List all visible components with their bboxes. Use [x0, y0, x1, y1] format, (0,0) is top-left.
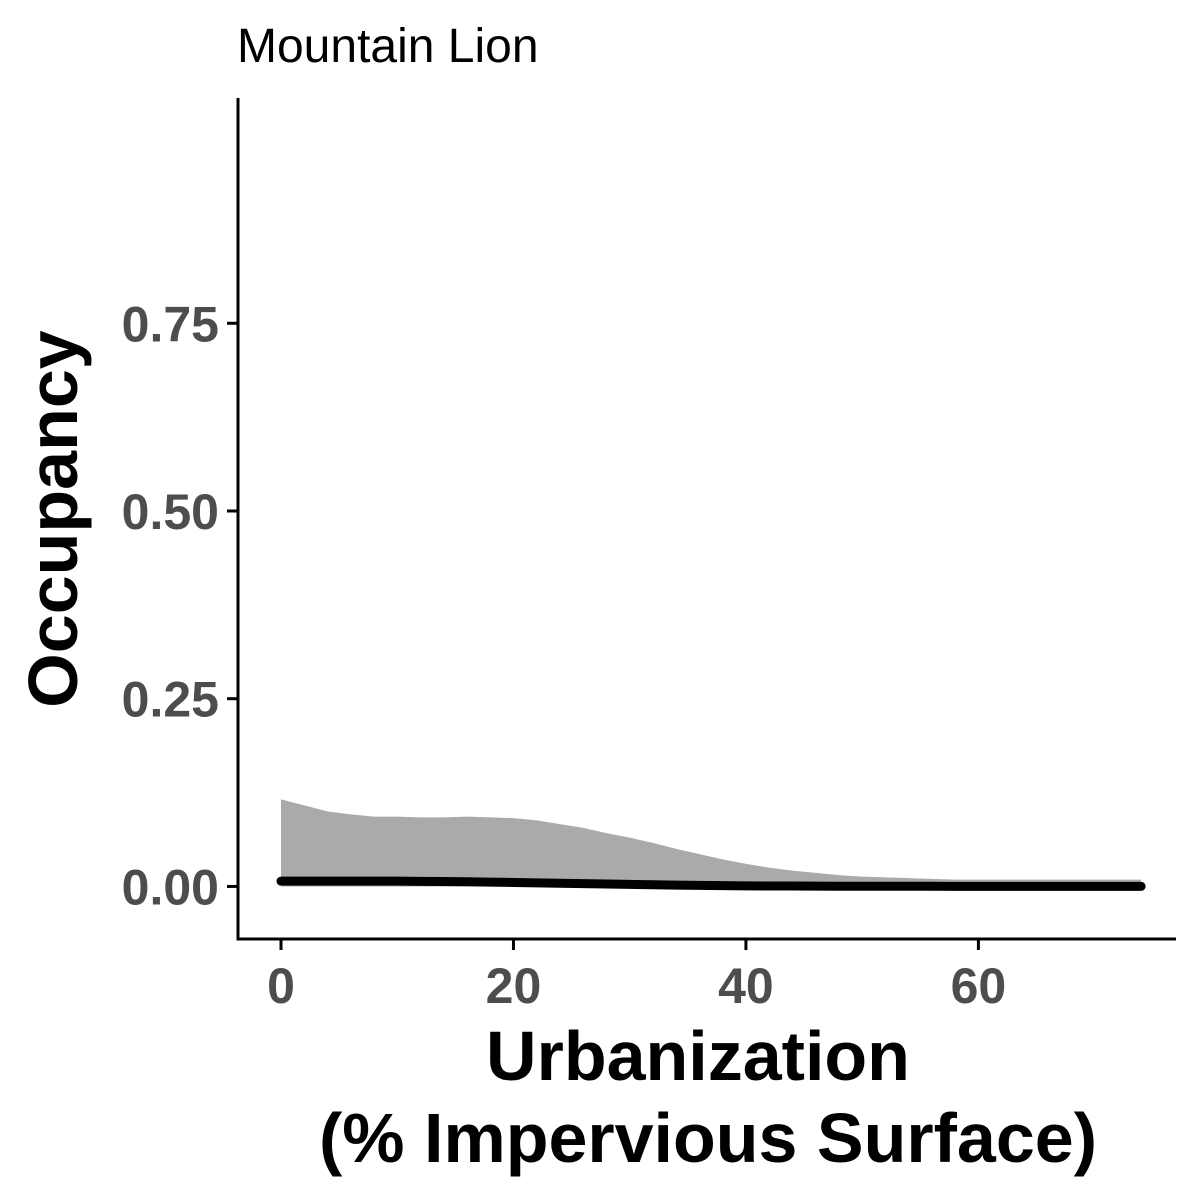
x-tick-label: 0	[267, 958, 295, 1014]
y-tick-label: 0.25	[122, 672, 219, 728]
y-tick-label: 0.00	[122, 859, 219, 915]
confidence-ribbon	[281, 799, 1142, 887]
x-tick-label: 60	[951, 958, 1007, 1014]
chart-title: Mountain Lion	[237, 20, 539, 73]
x-axis-title-line-1: Urbanization	[486, 1017, 910, 1095]
x-axis-title-line-2: (% Impervious Surface)	[319, 1099, 1097, 1177]
x-tick-label: 40	[718, 958, 774, 1014]
y-tick-label: 0.75	[122, 296, 219, 352]
mean-occupancy-line	[276, 876, 1146, 891]
y-axis-title: Occupancy	[14, 330, 92, 707]
y-tick-label: 0.50	[122, 484, 219, 540]
x-tick-label: 20	[486, 958, 542, 1014]
axes: 0.00 0.25 0.50 0.75 0 20 40 60	[122, 98, 1176, 1014]
plot-area	[276, 799, 1146, 891]
